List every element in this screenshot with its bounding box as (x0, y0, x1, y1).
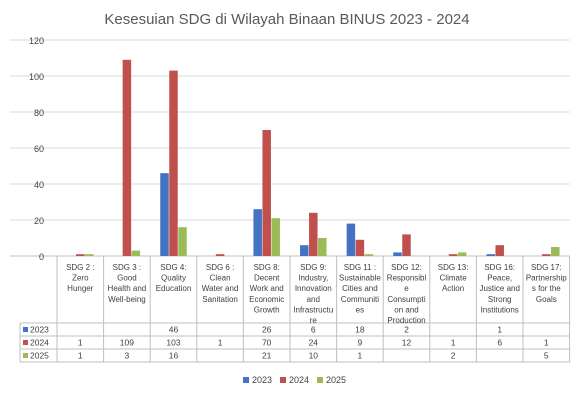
data-label: 1 (78, 351, 83, 361)
legend-key-2023 (243, 377, 249, 383)
bar-2024 (215, 254, 225, 256)
legend-label: 2023 (252, 375, 272, 385)
category-label: SDG 17: Partnership s for the Goals (526, 263, 567, 304)
data-label: 21 (262, 351, 272, 361)
category-label: SDG 3 : Good Health and Well-being (108, 263, 147, 304)
legend-label: 2024 (289, 375, 309, 385)
table-series-name: 2024 (30, 338, 49, 348)
data-label: 1 (78, 338, 83, 348)
data-label: 1 (218, 338, 223, 348)
y-tick-label: 80 (34, 108, 44, 118)
bar-2024 (76, 254, 85, 256)
data-label: 1 (544, 338, 549, 348)
bar-2023 (486, 254, 495, 256)
chart-title: Kesesuian SDG di Wilayah Binaan BINUS 20… (104, 11, 469, 28)
category-label: SDG 11 : Sustainable Cities and Communiti es (339, 263, 381, 314)
data-label: 9 (358, 338, 363, 348)
table-legend-key-2023 (23, 327, 28, 332)
y-tick-label: 60 (34, 144, 44, 154)
bar-2024 (448, 254, 458, 256)
bar-2024 (355, 239, 365, 256)
table-legend-key-2025 (23, 353, 28, 358)
bar-2025 (85, 254, 94, 256)
y-axis-tick-labels: 0 20 40 60 80 100 120 (29, 36, 44, 262)
table-series-name: 2025 (30, 351, 49, 361)
table-legend-key-2024 (23, 340, 28, 345)
category-label: SDG 8: Decent Work and Economic Growth (249, 263, 284, 314)
bar-2024 (262, 130, 271, 256)
data-label: 103 (166, 338, 180, 348)
bar-2024 (495, 245, 504, 256)
bar-2025 (178, 227, 187, 256)
table-series-name: 2023 (30, 325, 49, 335)
category-label: SDG 2 : Zero Hunger (66, 263, 94, 293)
category-label: SDG 13: Climate Action (438, 263, 469, 293)
data-label: 6 (497, 338, 502, 348)
data-label: 12 (402, 338, 412, 348)
y-tick-label: 100 (29, 72, 44, 82)
category-label: SDG 12: Responsibl e Consumpti on and Product… (387, 263, 427, 325)
bar-2025 (271, 218, 280, 256)
bar-2025 (318, 238, 327, 256)
bar-2023 (160, 173, 169, 256)
data-label: 6 (311, 325, 316, 335)
data-label: 26 (262, 325, 272, 335)
data-table: SDG 2 : Zero Hunger SDG 3 : Good Health and We… (19, 256, 571, 363)
category-label: SDG 6 : Clean Water and Sanitation (202, 263, 239, 304)
legend: 2023 2024 2025 (243, 375, 346, 385)
legend-key-2025 (317, 377, 323, 383)
data-label: 70 (262, 338, 272, 348)
bar-2024 (122, 59, 132, 256)
bar-2024 (309, 212, 318, 256)
data-label: 2 (404, 325, 409, 335)
gridlines (10, 39, 570, 257)
data-label: 1 (358, 351, 363, 361)
legend-label: 2025 (326, 375, 346, 385)
bar-2023 (346, 223, 356, 256)
data-label: 1 (451, 338, 456, 348)
data-label: 109 (120, 338, 134, 348)
bars (76, 59, 560, 256)
data-label: 46 (169, 325, 179, 335)
bar-2024 (169, 70, 178, 256)
bar-2025 (551, 247, 560, 256)
data-label: 16 (169, 351, 179, 361)
data-label: 10 (309, 351, 319, 361)
data-label: 5 (544, 351, 549, 361)
data-label: 1 (497, 325, 502, 335)
bar-2025 (457, 252, 467, 256)
bar-2024 (542, 254, 551, 256)
bar-2025 (131, 250, 141, 256)
bar-2025 (364, 254, 374, 256)
legend-key-2024 (280, 377, 286, 383)
y-tick-label: 0 (39, 252, 44, 262)
data-label: 2 (451, 351, 456, 361)
data-label: 18 (355, 325, 365, 335)
category-label: SDG 16: Peace, Justice and Strong Institutio… (479, 263, 519, 314)
category-label: SDG 4: Quality Education (156, 263, 192, 293)
bar-2023 (393, 252, 402, 256)
bar-2024 (402, 234, 411, 256)
y-tick-label: 40 (34, 180, 44, 190)
data-label: 3 (125, 351, 130, 361)
bar-2023 (253, 209, 262, 256)
y-tick-label: 120 (29, 36, 44, 46)
bar-2023 (300, 245, 309, 256)
data-label: 24 (309, 338, 319, 348)
y-tick-label: 20 (34, 216, 44, 226)
category-label: SDG 9: Industry, Innovation and Infrastructu… (293, 263, 333, 325)
